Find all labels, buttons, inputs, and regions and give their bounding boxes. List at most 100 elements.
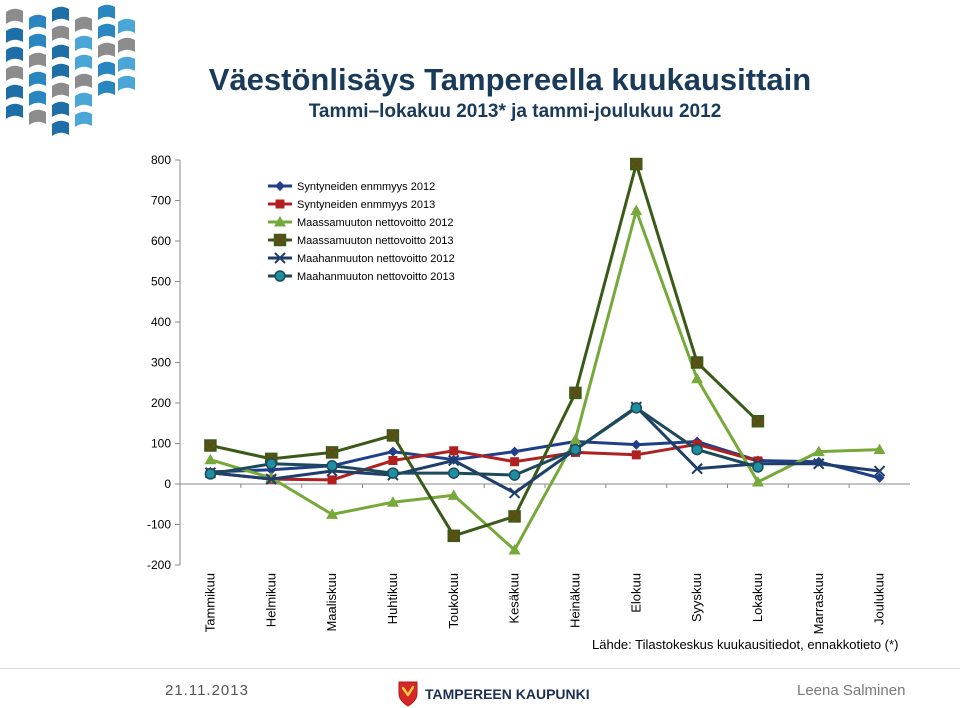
logo-tile: [75, 16, 92, 32]
data-point: [204, 468, 217, 480]
legend: Syntyneiden enmmyys 2012 Syntyneiden enmm…: [268, 181, 455, 283]
legend-label: Maahanmuuton nettovoitto 2013: [297, 271, 455, 283]
data-point: [813, 458, 825, 470]
data-point: [204, 453, 217, 465]
data-point: [751, 475, 764, 487]
data-point: [325, 446, 339, 459]
y-tick-label: -100: [147, 518, 171, 532]
legend-label: Maahanmuuton nettovoitto 2012: [297, 253, 455, 265]
data-point: [691, 443, 703, 456]
data-point: [447, 529, 460, 543]
tampere-crest-icon: [398, 681, 418, 707]
chart-subtitle: Tammi–lokakuu 2013* ja tammi-joulukuu 20…: [308, 101, 722, 122]
logo-tile: [6, 84, 23, 100]
logo-tile: [6, 46, 23, 62]
logo-tile: [98, 80, 115, 96]
brand-block: TAMPEREEN KAUPUNKI: [397, 680, 590, 708]
data-point: [752, 461, 764, 473]
footer-author: Leena Salminen: [797, 682, 906, 699]
legend-label: Maassamuuton nettovoitto 2012: [297, 217, 454, 229]
logo-tile: [75, 92, 92, 108]
x-tick-label: Lokakuu: [750, 573, 765, 622]
logo-tile: [29, 52, 46, 68]
x-tick-label: Joulukuu: [872, 573, 887, 625]
y-tick-label: 0: [164, 477, 171, 491]
logo-tile: [29, 71, 46, 87]
data-point: [448, 454, 460, 467]
y-tick-label: 700: [151, 194, 171, 208]
x-tick-label: Tammikuu: [202, 573, 217, 632]
data-point: [631, 439, 642, 450]
logo-tile: [29, 14, 46, 30]
data-point: [265, 473, 277, 485]
x-tick-label: Marraskuu: [811, 573, 826, 634]
logo-tile: [29, 90, 46, 106]
y-tick-label: 300: [151, 356, 171, 370]
data-point: [630, 204, 643, 216]
logo-tile: [6, 65, 23, 81]
logo-tile: [118, 18, 135, 34]
data-point: [509, 446, 520, 457]
line-chart: -200 -100 0 100 200 300 400 500 600 700 800 Tammiku…: [147, 153, 910, 634]
x-tick-label: Syyskuu: [689, 573, 704, 622]
y-tick-label: 400: [151, 315, 171, 329]
data-point: [274, 216, 286, 227]
logo-tile: [98, 42, 115, 58]
data-point: [631, 450, 641, 460]
logo-tile: [29, 109, 46, 125]
data-point: [630, 402, 642, 414]
data-point: [265, 458, 277, 470]
logo-tile: [29, 33, 46, 49]
logo-tile: [75, 35, 92, 51]
footer-divider: [0, 668, 960, 669]
data-point: [274, 252, 286, 264]
data-point: [326, 508, 339, 519]
data-point: [326, 460, 338, 472]
y-tick-label: -200: [147, 558, 171, 572]
series-group: [205, 436, 885, 483]
logo-tile: [118, 37, 135, 53]
data-point: [388, 456, 398, 466]
logo-tile: [52, 63, 69, 79]
data-point: [449, 446, 459, 456]
logo-tile: [6, 8, 23, 24]
x-tick-label: Toukokuu: [446, 573, 461, 629]
source-note: Lähde: Tilastokeskus kuukausitiedot, enn…: [592, 637, 899, 652]
logo-tile: [52, 25, 69, 41]
series-line: [209, 209, 880, 552]
data-point: [691, 462, 703, 475]
x-tick-label: Kesäkuu: [507, 573, 522, 624]
data-point: [508, 469, 521, 481]
data-point: [204, 439, 217, 452]
data-point: [275, 199, 285, 209]
x-tick-label: Maaliskuu: [324, 573, 339, 632]
x-tick-label: Huhtikuu: [385, 573, 400, 624]
tampere-logo: [6, 4, 135, 136]
data-point: [508, 510, 521, 523]
footer-date: 21.11.2013: [165, 682, 249, 699]
series-line: [210, 442, 759, 482]
y-tick-label: 200: [151, 396, 171, 410]
logo-tile: [6, 103, 23, 119]
data-point: [873, 465, 886, 477]
logo-tile: [118, 56, 135, 72]
y-tick-label: 800: [151, 153, 171, 167]
logo-tile: [98, 61, 115, 77]
data-point: [691, 372, 704, 384]
x-tick-label: Heinäkuu: [567, 573, 582, 628]
series-group: [204, 402, 764, 481]
logo-tile: [75, 73, 92, 89]
series-group: [204, 157, 765, 543]
logo-tile: [75, 54, 92, 70]
x-tick-label: Elokuu: [628, 573, 643, 613]
logo-tile: [52, 6, 69, 23]
data-point: [447, 489, 460, 500]
data-point: [273, 233, 287, 247]
logo-tile: [98, 23, 115, 39]
logo-tile: [98, 4, 115, 21]
logo-tile: [6, 27, 23, 43]
logo-tile: [52, 44, 69, 60]
data-point: [386, 496, 399, 507]
data-point: [751, 414, 765, 428]
x-tick-label: Helmikuu: [263, 573, 278, 627]
